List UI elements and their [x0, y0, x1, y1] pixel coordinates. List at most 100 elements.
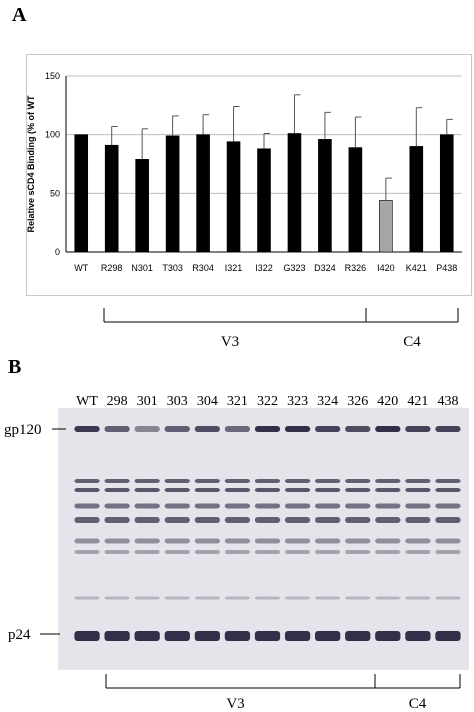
band	[164, 538, 190, 544]
band	[104, 503, 130, 509]
band	[405, 550, 431, 554]
band	[284, 488, 311, 492]
gp120-band	[405, 426, 431, 432]
band	[74, 488, 100, 492]
band	[194, 538, 220, 544]
lane-label-322: 322	[257, 394, 278, 409]
blot-region-label-v3: V3	[226, 696, 244, 712]
band	[74, 517, 100, 523]
band	[164, 596, 190, 600]
band	[194, 550, 220, 554]
p24-band	[134, 631, 160, 641]
band	[134, 479, 160, 483]
band	[104, 488, 130, 492]
gp120-band	[134, 426, 160, 432]
lane-label-304: 304	[197, 394, 218, 409]
band	[345, 517, 371, 523]
gp120-band	[375, 426, 401, 432]
p24-band	[194, 631, 220, 641]
band	[104, 479, 130, 483]
p24-band	[284, 631, 311, 641]
lane-label-323: 323	[287, 394, 308, 409]
band	[375, 550, 401, 554]
band	[375, 488, 401, 492]
band	[164, 517, 190, 523]
band	[134, 488, 160, 492]
band	[134, 503, 160, 509]
band	[74, 503, 100, 509]
x-tick-label: D324	[314, 263, 336, 273]
western-blot-image	[58, 408, 469, 670]
y-tick-label: 0	[55, 247, 60, 257]
band	[375, 517, 401, 523]
band	[134, 517, 160, 523]
band	[164, 550, 190, 554]
band	[254, 479, 281, 483]
band	[345, 488, 371, 492]
band	[104, 596, 130, 600]
gp120-band	[194, 426, 220, 432]
lane-label-301: 301	[137, 394, 158, 409]
band	[254, 517, 281, 523]
band	[315, 488, 341, 492]
region-label-c4: C4	[403, 334, 421, 350]
band	[224, 488, 251, 492]
band	[104, 517, 130, 523]
y-tick-label: 50	[50, 188, 60, 198]
band	[134, 550, 160, 554]
lane-label-324: 324	[317, 394, 338, 409]
band	[435, 503, 461, 509]
x-tick-label: WT	[74, 263, 88, 273]
band	[254, 538, 281, 544]
band	[375, 596, 401, 600]
band	[315, 596, 341, 600]
band	[284, 596, 311, 600]
band	[435, 538, 461, 544]
p24-band	[224, 631, 251, 641]
blot-region-label-c4: C4	[409, 696, 427, 712]
band	[405, 517, 431, 523]
y-tick-label: 150	[45, 71, 60, 81]
lane-label-326: 326	[347, 394, 368, 409]
band	[224, 550, 251, 554]
x-tick-label: R326	[345, 263, 367, 273]
x-tick-label: I321	[225, 263, 243, 273]
lane-label-420: 420	[377, 394, 398, 409]
band	[435, 596, 461, 600]
lane-label-303: 303	[167, 394, 188, 409]
x-tick-label: I420	[377, 263, 395, 273]
p24-band	[345, 631, 371, 641]
lane-label-321: 321	[227, 394, 248, 409]
gp120-band	[224, 426, 251, 432]
band	[224, 596, 251, 600]
p24-band	[375, 631, 401, 641]
gp120-band	[435, 426, 461, 432]
band	[254, 550, 281, 554]
band	[74, 596, 100, 600]
x-tick-label: N301	[131, 263, 153, 273]
band	[375, 479, 401, 483]
band	[284, 503, 311, 509]
band	[104, 550, 130, 554]
x-tick-label: P438	[436, 263, 457, 273]
band	[194, 596, 220, 600]
band	[405, 596, 431, 600]
lane-label-298: 298	[107, 394, 128, 409]
band	[194, 503, 220, 509]
band	[74, 479, 100, 483]
band	[435, 550, 461, 554]
band	[254, 488, 281, 492]
p24-band	[405, 631, 431, 641]
x-tick-label: K421	[406, 263, 427, 273]
band	[315, 550, 341, 554]
lane-label-wt: WT	[76, 394, 98, 409]
band	[74, 538, 100, 544]
band	[254, 596, 281, 600]
gp120-band	[74, 426, 100, 432]
band	[345, 596, 371, 600]
band	[194, 517, 220, 523]
gp120-band	[345, 426, 371, 432]
band	[345, 503, 371, 509]
x-tick-label: R298	[101, 263, 123, 273]
